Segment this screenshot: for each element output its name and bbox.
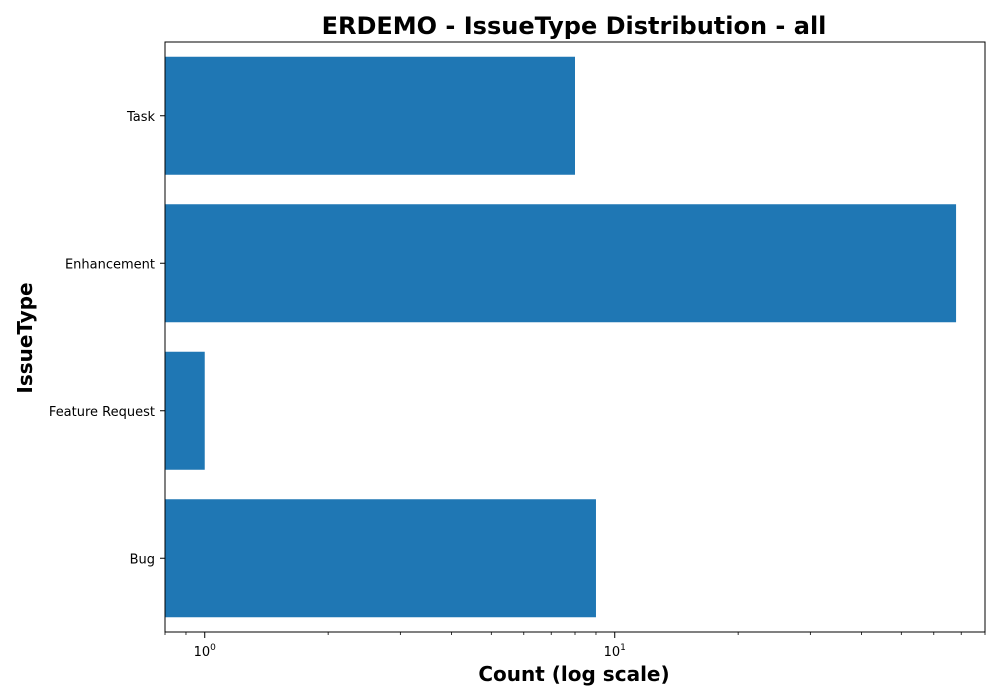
y-tick-label: Bug [130, 552, 155, 567]
x-tick-label: 101 [604, 643, 626, 660]
plot-frame [164, 41, 986, 633]
bar-task [165, 56, 575, 175]
bar-bug [165, 499, 596, 618]
x-tick-label: 100 [194, 643, 217, 660]
y-tick-label: Enhancement [65, 257, 155, 272]
y-tick-label: Task [126, 110, 156, 125]
bar-feature-request [165, 351, 205, 470]
chart-title: ERDEMO - IssueType Distribution - all [322, 12, 827, 40]
x-axis-label: Count (log scale) [478, 662, 669, 686]
y-tick-label: Feature Request [49, 405, 155, 420]
x-ticks-group: 100 101 [164, 632, 986, 660]
bars-group [165, 56, 957, 618]
y-ticks-group: Task Enhancement Feature Request Bug [49, 110, 165, 567]
y-axis-label: IssueType [13, 282, 37, 393]
bar-enhancement [165, 204, 957, 323]
